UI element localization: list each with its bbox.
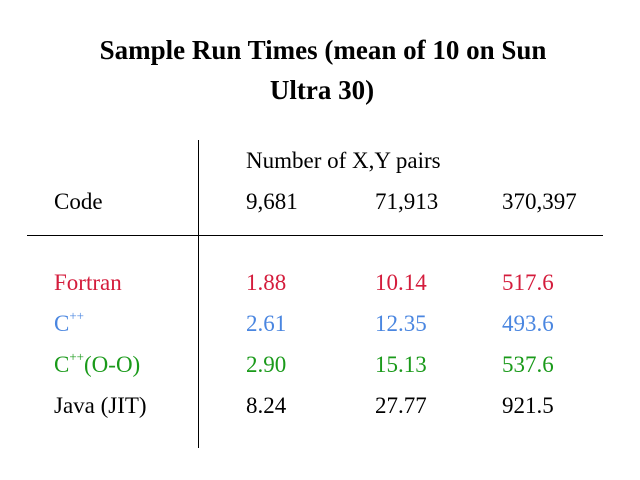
column-header: 9,681 [246, 189, 298, 214]
row-label-superscript: ++ [69, 349, 85, 365]
code-header: Code [54, 189, 103, 214]
table-cell: 921.5 [502, 393, 554, 418]
row-label-text: C [54, 311, 70, 336]
column-header: 71,913 [375, 189, 439, 214]
row-label: Fortran [54, 268, 122, 298]
title-line-1: Sample Run Times (mean of 10 on Sun [99, 35, 547, 65]
row-label-suffix: (O-O) [84, 352, 141, 377]
column-header: 370,397 [502, 189, 577, 214]
row-label-text: Fortran [54, 270, 122, 295]
row-label: C++ [54, 309, 84, 339]
group-header: Number of X,Y pairs [246, 148, 441, 173]
table-cell: 10.14 [375, 270, 427, 295]
row-label-text: C [54, 352, 70, 377]
table-cell: 493.6 [502, 311, 554, 336]
table-cell: 15.13 [375, 352, 427, 377]
row-label-superscript: ++ [69, 308, 85, 324]
slide-title: Sample Run Times (mean of 10 on Sun Ultr… [0, 30, 640, 110]
table-cell: 2.61 [246, 311, 287, 336]
row-label-text: Java (JIT) [54, 393, 147, 418]
table-cell: 27.77 [375, 393, 427, 418]
table-cell: 517.6 [502, 270, 554, 295]
table-cell: 12.35 [375, 311, 427, 336]
row-label: C++(O-O) [54, 350, 140, 380]
row-label: Java (JIT) [54, 391, 147, 421]
table-cell: 537.6 [502, 352, 554, 377]
vertical-divider [198, 140, 199, 448]
table-cell: 2.90 [246, 352, 287, 377]
table-cell: 8.24 [246, 393, 287, 418]
table-cell: 1.88 [246, 270, 287, 295]
horizontal-divider [27, 235, 603, 236]
title-line-2: Ultra 30) [269, 75, 375, 105]
